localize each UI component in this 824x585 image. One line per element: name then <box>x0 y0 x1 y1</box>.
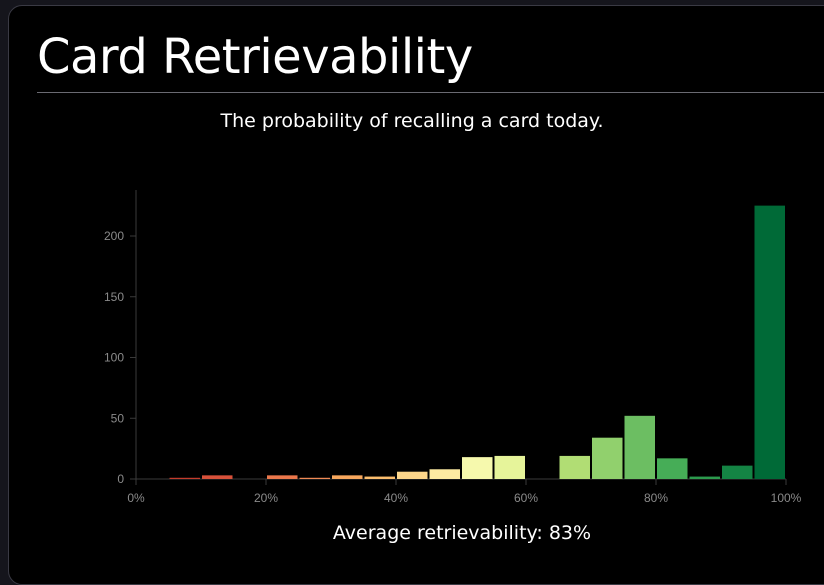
y-tick-label: 100 <box>104 351 124 365</box>
y-tick-label: 50 <box>111 411 125 425</box>
histogram-bar[interactable] <box>722 465 753 479</box>
histogram-bar[interactable] <box>299 477 331 479</box>
x-tick-label: 40% <box>384 491 408 505</box>
histogram-bars <box>169 205 786 479</box>
x-tick-label: 100% <box>771 491 802 505</box>
histogram-bar[interactable] <box>624 415 656 479</box>
histogram-bar[interactable] <box>494 455 526 479</box>
histogram-bar[interactable] <box>462 457 493 479</box>
y-axis: 0 50 100 150 200 <box>104 190 137 486</box>
histogram-bar[interactable] <box>202 475 233 479</box>
histogram-bar[interactable] <box>429 469 461 479</box>
histogram-bar[interactable] <box>592 437 623 479</box>
histogram-bar[interactable] <box>559 455 591 479</box>
x-tick-label: 0% <box>127 491 145 505</box>
x-tick-label: 60% <box>514 491 538 505</box>
average-retrievability: Average retrievability: 83% <box>0 522 824 544</box>
retrievability-histogram: 0 50 100 150 200 0% 20% 40% 60% 80% 100% <box>104 190 802 505</box>
x-axis: 0% 20% 40% 60% 80% 100% <box>127 478 802 505</box>
x-tick-label: 80% <box>644 491 668 505</box>
y-tick-label: 0 <box>117 472 124 486</box>
y-tick-label: 150 <box>104 290 124 304</box>
histogram-bar[interactable] <box>267 475 298 479</box>
histogram-bar[interactable] <box>169 477 201 479</box>
chart-subtitle: The probability of recalling a card toda… <box>220 110 604 132</box>
page-title: Card Retrievability <box>37 29 473 85</box>
histogram-bar[interactable] <box>397 471 428 479</box>
histogram-bar[interactable] <box>657 458 688 479</box>
histogram-bar[interactable] <box>364 476 396 479</box>
histogram-bar[interactable] <box>754 205 786 479</box>
average-label: Average retrievability: <box>332 522 543 544</box>
x-tick-label: 20% <box>254 491 278 505</box>
stats-card <box>8 5 824 585</box>
title-divider <box>37 92 824 93</box>
histogram-bar[interactable] <box>332 475 363 479</box>
y-tick-label: 200 <box>104 229 124 243</box>
average-value: 83% <box>548 522 592 544</box>
histogram-bar[interactable] <box>689 476 721 479</box>
